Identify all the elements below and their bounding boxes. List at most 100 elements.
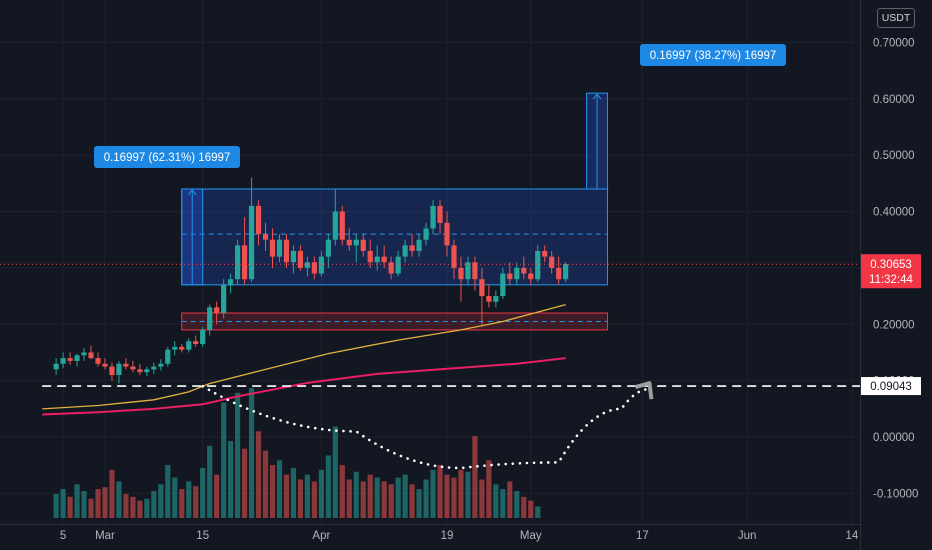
last-price-value: 0.30653	[870, 259, 912, 271]
candle-body	[67, 358, 73, 361]
measure-arrowhead	[187, 189, 197, 196]
candle-body	[228, 279, 234, 285]
candle-body	[116, 363, 122, 376]
volume-bar	[493, 484, 499, 518]
candle-body	[521, 267, 527, 274]
volume-bar	[179, 489, 185, 518]
volume-bar	[88, 498, 94, 518]
y-tick-label: 0.00000	[873, 432, 915, 444]
candle-body	[214, 307, 220, 314]
volume-bar	[500, 489, 506, 518]
volume-bar	[479, 479, 485, 518]
candle-body	[207, 307, 213, 330]
candle-body	[451, 245, 457, 268]
y-tick-label: 0.60000	[873, 94, 915, 106]
last-price-badge	[861, 254, 921, 289]
volume-bar	[367, 474, 373, 518]
candle-body	[395, 256, 401, 274]
volume-bar	[451, 477, 457, 518]
volume-bar	[311, 481, 317, 518]
x-tick-label: May	[520, 530, 542, 542]
volume-bar	[374, 477, 380, 518]
volume-bar	[67, 496, 73, 518]
volume-bar	[276, 460, 283, 518]
volume-bar	[437, 465, 443, 518]
candle-body	[444, 222, 450, 246]
volume-bar	[130, 496, 136, 518]
candle-body	[151, 366, 157, 370]
candle-body	[144, 369, 150, 373]
candle-body	[102, 363, 108, 367]
y-tick-label: 0.40000	[873, 207, 915, 219]
volume-bar	[165, 465, 171, 518]
volume-bar	[297, 479, 304, 518]
candle-body	[437, 205, 443, 223]
candle-body	[186, 341, 192, 350]
candlesticks	[53, 177, 569, 384]
volume-bar	[262, 450, 269, 518]
candle-body	[193, 341, 199, 345]
volume-bar	[381, 481, 387, 518]
volume-bar	[248, 388, 255, 518]
currency-button[interactable]: USDT	[877, 8, 915, 28]
candle-body	[109, 366, 115, 376]
volume-bar	[325, 455, 331, 518]
volume-bar	[144, 498, 150, 518]
volume-bar	[444, 474, 450, 518]
volume-bar	[235, 392, 241, 518]
volume-bar	[353, 471, 359, 518]
candle-body	[325, 239, 331, 257]
measure-callout	[640, 44, 786, 66]
x-tick-label: Jun	[738, 530, 757, 542]
candle-body	[423, 228, 429, 240]
volume-bar	[318, 469, 324, 518]
candle-body	[367, 250, 373, 263]
candle-body	[472, 262, 478, 280]
volume-bar	[186, 481, 192, 518]
candle-body	[514, 267, 520, 280]
ma-short-line	[42, 303, 566, 410]
candle-body	[179, 346, 185, 350]
candle-body	[360, 239, 366, 251]
grid-lines	[0, 0, 861, 550]
candle-body	[465, 262, 471, 280]
volume-bar	[535, 506, 541, 518]
candle-body	[486, 296, 492, 302]
x-tick-label: 14	[845, 530, 858, 542]
candle-body	[95, 358, 101, 364]
candle-body	[53, 363, 59, 370]
candle-body	[283, 239, 290, 263]
volume-bar	[416, 489, 422, 518]
volume-bar	[137, 500, 143, 518]
candle-body	[269, 239, 276, 257]
candle-body	[388, 262, 394, 274]
volume-bar	[109, 469, 115, 518]
candle-body	[123, 363, 129, 367]
volume-bar	[283, 474, 290, 518]
candle-body	[346, 239, 352, 246]
candle-body	[402, 245, 408, 257]
candle-body	[416, 239, 422, 251]
volume-bar	[74, 484, 80, 518]
countdown-value: 11:32:44	[869, 274, 914, 286]
measure-callout	[94, 146, 240, 168]
volume-bar	[458, 469, 464, 518]
volume-bar	[95, 489, 101, 518]
volume-bar	[172, 477, 178, 518]
candle-body	[304, 262, 310, 268]
candle-body	[81, 352, 87, 356]
y-tick-label: 0.70000	[873, 37, 915, 49]
volume-bar	[221, 402, 227, 518]
time-axis[interactable]: 5 Mar 15 Apr 19 May 17 Jun 14	[60, 530, 859, 542]
candle-body	[500, 273, 506, 297]
y-tick-label: 0.20000	[873, 319, 915, 331]
volume-bar	[193, 486, 199, 518]
axis-labels: 0.30653 11:32:44 0.09043	[861, 254, 921, 396]
volume-bar	[151, 491, 157, 518]
candle-body	[297, 250, 304, 268]
volume-bar	[409, 484, 415, 518]
candle-body	[409, 245, 415, 251]
volume-bar	[53, 493, 59, 518]
candle-body	[479, 279, 485, 297]
